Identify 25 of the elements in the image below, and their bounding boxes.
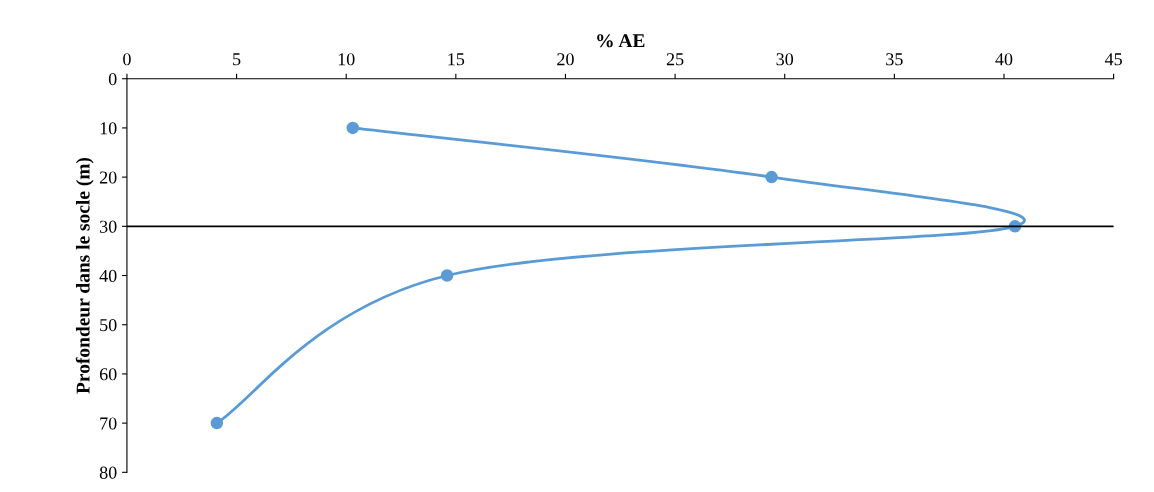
x-tick-label: 20 — [557, 53, 574, 66]
y-tick-label: 10 — [100, 122, 117, 135]
x-tick-label: 25 — [666, 53, 684, 66]
y-tick-label: 40 — [99, 269, 117, 282]
x-axis-title: % AE — [597, 34, 645, 48]
x-tick-label: 30 — [776, 53, 794, 66]
y-tick-label: 70 — [100, 417, 117, 430]
point — [210, 416, 224, 430]
x-tick-label: 5 — [233, 53, 241, 66]
x-tick-label: 40 — [995, 53, 1013, 66]
x-tick-label: 45 — [1104, 53, 1122, 66]
y-tick-label: 0 — [108, 72, 117, 86]
point — [440, 269, 454, 282]
y-axis-title: Profondeur dans le socle (m) — [75, 157, 94, 394]
point — [346, 121, 360, 135]
y-tick-label: 30 — [100, 220, 117, 233]
y-tick-label: 80 — [99, 466, 117, 479]
x-tick-label: 10 — [338, 53, 355, 66]
y-tick-label: 60 — [99, 368, 117, 381]
x-tick-label: 15 — [448, 53, 465, 66]
y-tick-label: 20 — [99, 171, 117, 184]
y-tick-label: 50 — [100, 318, 117, 332]
x-tick-label: 0 — [123, 53, 131, 66]
point — [765, 170, 778, 184]
x-tick-label: 35 — [886, 53, 903, 66]
